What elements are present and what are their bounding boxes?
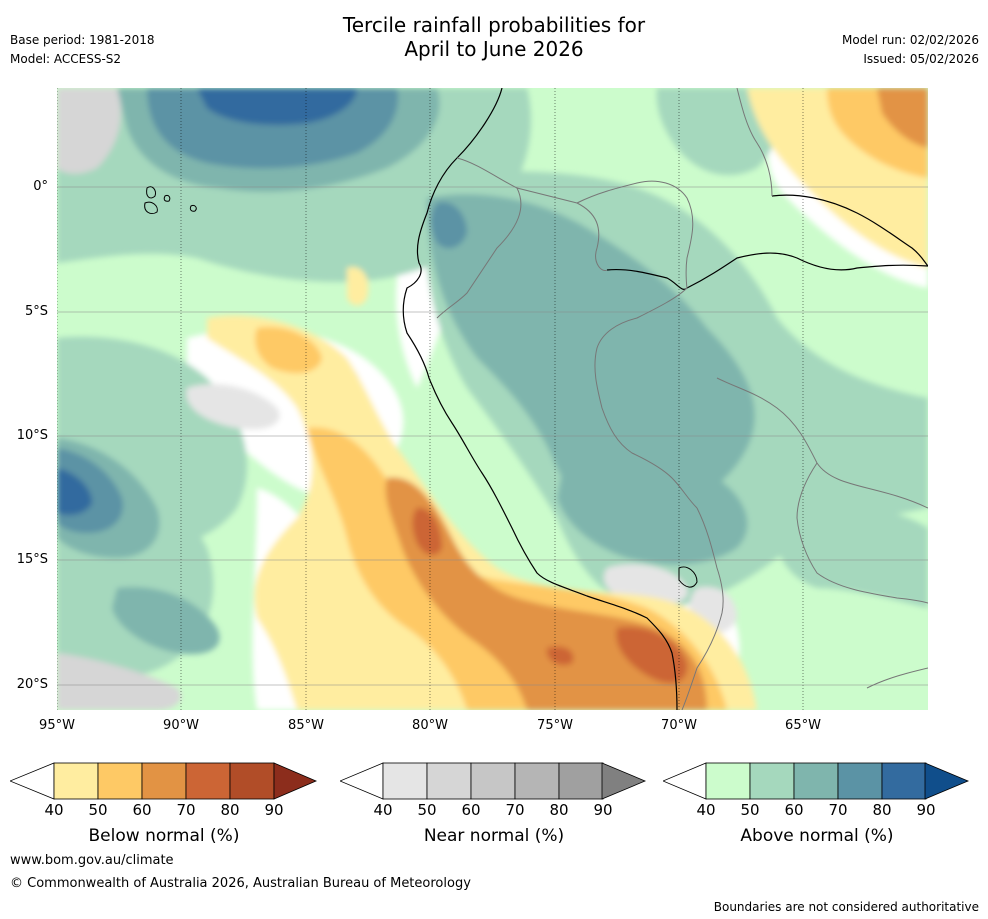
lat-label: 0° (33, 179, 48, 194)
amazon-river (606, 252, 928, 290)
colorbar-near-normal (340, 762, 647, 800)
colorbar-above-segment (749, 762, 795, 800)
galapagos-islands (144, 186, 197, 215)
colorbar-near-tick: 70 (505, 801, 525, 819)
lake-titicaca (678, 566, 698, 588)
colorbar-near-extend-low (340, 762, 384, 800)
lon-label: 65°W (785, 718, 821, 733)
lon-label: 85°W (288, 718, 324, 733)
colorbar-above-extend-low (663, 762, 707, 800)
colorbar-below-title: Below normal (%) (88, 826, 240, 846)
colorbar-below-tick: 80 (220, 801, 240, 819)
colorbar-below-segment (185, 762, 231, 800)
colorbar-above-tick: 70 (828, 801, 848, 819)
colorbar-near-segment (426, 762, 472, 800)
country-borders (436, 88, 928, 710)
colorbar-above-tick: 90 (916, 801, 936, 819)
colorbar-below-tick: 40 (44, 801, 64, 819)
colorbar-above-segment (705, 762, 751, 800)
colorbar-below-extend-low (10, 762, 55, 800)
colorbar-below-extend-high (273, 762, 318, 800)
lat-label: 5°S (24, 304, 48, 319)
colorbar-below-segment (97, 762, 143, 800)
map-title-line2: April to June 2026 (404, 37, 584, 61)
colorbar-near-segment (382, 762, 428, 800)
colorbar-above-tick: 50 (740, 801, 760, 819)
lat-label: 15°S (16, 552, 48, 567)
lon-label: 70°W (661, 718, 697, 733)
map-title-line1: Tercile rainfall probabilities for (342, 13, 646, 37)
colorbar-near-segment (558, 762, 604, 800)
footer-disclaimer: Boundaries are not considered authoritat… (713, 900, 979, 914)
footer-copyright: © Commonwealth of Australia 2026, Austra… (10, 876, 471, 891)
colorbar-above-extend-high (924, 762, 970, 800)
coastline (402, 88, 678, 710)
colorbar-below-tick: 70 (176, 801, 196, 819)
colorbar-above-segment (881, 762, 927, 800)
colorbar-near-segment (470, 762, 516, 800)
colorbar-above-tick: 40 (696, 801, 716, 819)
lon-label: 90°W (163, 718, 199, 733)
colorbar-near-tick: 90 (593, 801, 613, 819)
colorbar-near-tick: 50 (417, 801, 437, 819)
colorbar-near-segment (514, 762, 560, 800)
base-period: Base period: 1981-2018 (10, 33, 155, 47)
colorbar-above-segment (837, 762, 883, 800)
colorbar-above-normal (663, 762, 970, 800)
lat-label: 10°S (16, 428, 48, 443)
colorbar-above-segment (793, 762, 839, 800)
colorbar-above-tick: 80 (872, 801, 892, 819)
colorbar-near-tick: 80 (549, 801, 569, 819)
lon-label: 95°W (39, 718, 75, 733)
footer-url: www.bom.gov.au/climate (10, 853, 174, 868)
colorbar-below-segment (229, 762, 275, 800)
lat-label: 20°S (16, 677, 48, 692)
graticule-latitudes (57, 186, 928, 686)
colorbar-below-segment (141, 762, 187, 800)
colorbar-below-tick: 60 (132, 801, 152, 819)
negro-river (771, 194, 928, 267)
lon-label: 75°W (537, 718, 573, 733)
colorbar-below-normal (10, 762, 318, 800)
model-run: Model run: 02/02/2026 (841, 33, 979, 47)
colorbar-near-extend-high (601, 762, 647, 800)
colorbar-near-tick: 60 (461, 801, 481, 819)
colorbar-above-tick: 60 (784, 801, 804, 819)
colorbar-below-tick: 90 (264, 801, 284, 819)
colorbar-near-tick: 40 (373, 801, 393, 819)
colorbar-above-title: Above normal (%) (740, 826, 894, 846)
colorbar-near-title: Near normal (%) (423, 826, 565, 846)
probability-map (57, 88, 928, 710)
lon-label: 80°W (412, 718, 448, 733)
issued-date: Issued: 05/02/2026 (863, 52, 979, 66)
colorbar-below-tick: 50 (88, 801, 108, 819)
model-name: Model: ACCESS-S2 (10, 52, 122, 66)
colorbar-below-segment (53, 762, 99, 800)
